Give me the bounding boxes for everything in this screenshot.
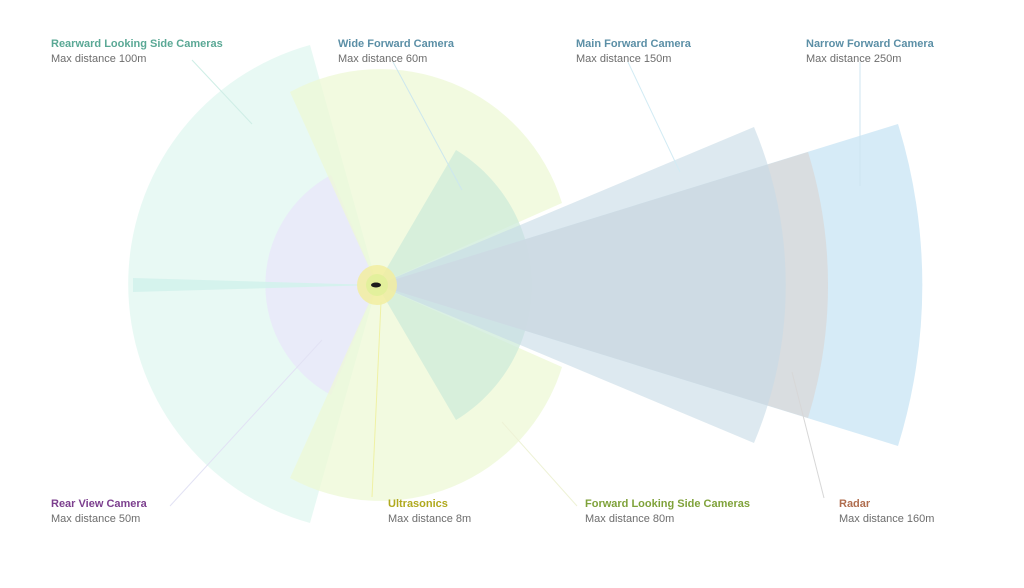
leader-ultrasonics (371, 301, 382, 498)
leader-forward-side (501, 421, 578, 507)
title-ultrasonics: Ultrasonics (388, 498, 448, 510)
label-radar: Radar Max distance 160m (839, 497, 934, 527)
label-narrow-forward-camera: Narrow Forward Camera Max distance 250m (806, 37, 934, 67)
distance-ultrasonics: Max distance 8m (388, 513, 472, 525)
leader-main-forward (627, 61, 681, 173)
distance-narrow-forward-camera: Max distance 250m (806, 53, 902, 65)
leader-wide-forward (392, 61, 463, 191)
distance-wide-forward-camera: Max distance 60m (338, 53, 428, 65)
title-rearward-side-cameras: Rearward Looking Side Cameras (51, 38, 223, 50)
rear-side-strip (133, 278, 377, 292)
title-radar: Radar (839, 498, 871, 510)
title-rear-view-camera: Rear View Camera (51, 498, 147, 510)
leader-radar (791, 371, 825, 499)
leader-rear-view (169, 339, 323, 507)
main-forward-camera-zone (377, 127, 786, 443)
distance-radar: Max distance 160m (839, 513, 935, 525)
label-rearward-side-cameras: Rearward Looking Side Cameras Max distan… (51, 37, 223, 67)
title-wide-forward-camera: Wide Forward Camera (338, 38, 455, 50)
label-rear-view-camera: Rear View Camera Max distance 50m (51, 497, 147, 527)
distance-forward-side-cameras: Max distance 80m (585, 513, 675, 525)
car-icon (371, 282, 381, 288)
title-main-forward-camera: Main Forward Camera (576, 38, 691, 50)
label-main-forward-camera: Main Forward Camera Max distance 150m (576, 37, 691, 67)
distance-main-forward-camera: Max distance 150m (576, 53, 672, 65)
title-forward-side-cameras: Forward Looking Side Cameras (585, 498, 751, 510)
leader-rearward-side (191, 59, 253, 125)
label-ultrasonics: Ultrasonics Max distance 8m (388, 497, 471, 527)
title-narrow-forward-camera: Narrow Forward Camera (806, 38, 934, 50)
label-forward-side-cameras: Forward Looking Side Cameras Max distanc… (585, 497, 750, 527)
label-wide-forward-camera: Wide Forward Camera Max distance 60m (338, 37, 454, 67)
distance-rear-view-camera: Max distance 50m (51, 513, 141, 525)
distance-rearward-side-cameras: Max distance 100m (51, 53, 147, 65)
